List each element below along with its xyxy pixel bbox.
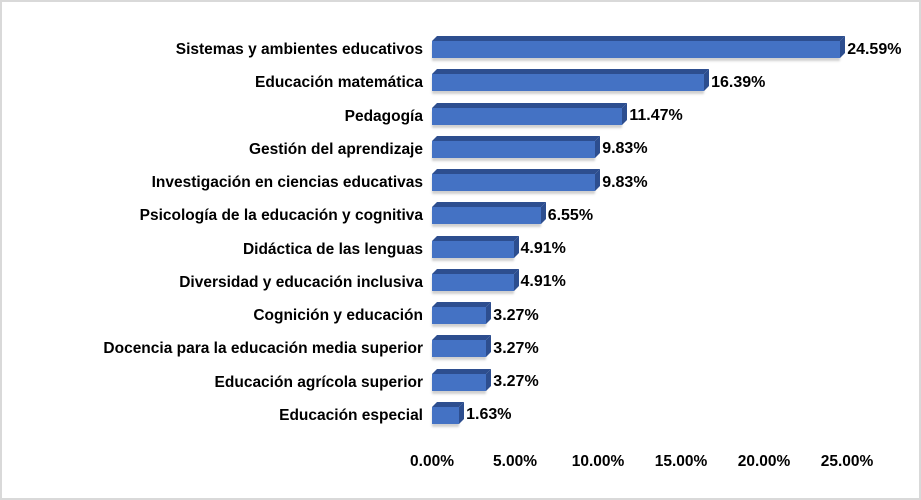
- chart-row: Educación especial 1.63%: [2, 399, 919, 432]
- bar-end-face: [540, 202, 546, 225]
- x-axis-tick: 10.00%: [571, 453, 625, 470]
- bar-end-face: [513, 235, 519, 258]
- chart-row: Diversidad y educación inclusiva 4.91%: [2, 266, 919, 299]
- chart-row: Investigación en ciencias educativas 9.8…: [2, 166, 919, 199]
- x-axis-tick: 5.00%: [493, 453, 537, 470]
- bar-area: 3.27%: [432, 299, 919, 332]
- value-label: 3.27%: [493, 373, 539, 391]
- chart-row: Docencia para la educación media superio…: [2, 332, 919, 365]
- value-label: 24.59%: [847, 40, 902, 58]
- category-label: Educación matemática: [255, 74, 423, 92]
- bar: [432, 169, 601, 192]
- bar-top-face: [432, 335, 492, 341]
- bar: [432, 235, 519, 258]
- bar-top-face: [432, 102, 628, 108]
- x-axis: 0.00% 5.00% 10.00% 15.00% 20.00% 25.00%: [410, 432, 919, 477]
- x-axis-tick: 15.00%: [654, 453, 708, 470]
- category-label: Educación agrícola superior: [214, 373, 423, 391]
- value-label: 9.83%: [602, 140, 648, 158]
- bar-end-face: [622, 102, 628, 125]
- x-axis-tick: 0.00%: [410, 453, 454, 470]
- bar-top-face: [432, 368, 492, 374]
- bar: [432, 268, 519, 291]
- category-label: Didáctica de las lenguas: [242, 240, 423, 258]
- bar: [432, 69, 710, 92]
- plot-area: Sistemas y ambientes educativos 24.59% E…: [2, 33, 919, 432]
- bar-end-face: [513, 268, 519, 291]
- bar-end-face: [840, 36, 846, 59]
- bar-end-face: [459, 401, 465, 424]
- category-label: Pedagogía: [344, 107, 423, 125]
- bar-top-face: [432, 302, 492, 308]
- x-axis-tick: 20.00%: [737, 453, 791, 470]
- category-label: Investigación en ciencias educativas: [151, 174, 423, 192]
- chart-row: Sistemas y ambientes educativos 24.59%: [2, 33, 919, 66]
- chart-row: Psicología de la educación y cognitiva 6…: [2, 199, 919, 232]
- bar: [432, 202, 546, 225]
- value-label: 3.27%: [493, 306, 539, 324]
- category-label: Educación especial: [279, 406, 423, 424]
- value-label: 11.47%: [629, 107, 683, 125]
- bar-top-face: [432, 268, 519, 274]
- bar-end-face: [486, 368, 492, 391]
- category-label: Diversidad y educación inclusiva: [179, 273, 423, 291]
- bar-area: 6.55%: [432, 199, 919, 232]
- bar-top-face: [432, 202, 546, 208]
- chart-row: Pedagogía 11.47%: [2, 100, 919, 133]
- bar-area: 16.39%: [432, 66, 919, 99]
- x-axis-tick: 25.00%: [820, 453, 874, 470]
- bar-top-face: [432, 69, 710, 75]
- bar-area: 9.83%: [432, 133, 919, 166]
- chart-row: Didáctica de las lenguas 4.91%: [2, 233, 919, 266]
- bar: [432, 368, 492, 391]
- value-label: 4.91%: [520, 240, 566, 258]
- category-label: Gestión del aprendizaje: [249, 140, 423, 158]
- bar-area: 3.27%: [432, 332, 919, 365]
- bar-area: 4.91%: [432, 266, 919, 299]
- bar-area: 4.91%: [432, 233, 919, 266]
- chart-row: Gestión del aprendizaje 9.83%: [2, 133, 919, 166]
- bar: [432, 401, 465, 424]
- value-label: 3.27%: [493, 339, 539, 357]
- bar: [432, 102, 628, 125]
- bar-area: 24.59%: [432, 33, 919, 66]
- category-label: Docencia para la educación media superio…: [103, 340, 423, 358]
- bar-end-face: [486, 335, 492, 358]
- value-label: 4.91%: [520, 273, 566, 291]
- value-label: 6.55%: [547, 206, 594, 224]
- bar-top-face: [432, 169, 601, 175]
- chart-row: Educación agrícola superior 3.27%: [2, 366, 919, 399]
- bar: [432, 36, 846, 59]
- bar-top-face: [432, 135, 601, 141]
- bar-area: 11.47%: [432, 100, 919, 133]
- bar-area: 9.83%: [432, 166, 919, 199]
- bar: [432, 135, 601, 158]
- bar-area: 1.63%: [432, 399, 919, 432]
- bar-top-face: [432, 235, 519, 241]
- category-label: Sistemas y ambientes educativos: [175, 41, 423, 59]
- value-label: 16.39%: [711, 73, 766, 91]
- category-label: Psicología de la educación y cognitiva: [139, 207, 423, 225]
- value-label: 1.63%: [466, 406, 512, 424]
- bar-area: 3.27%: [432, 366, 919, 399]
- bar-end-face: [595, 169, 601, 192]
- chart-row: Cognición y educación 3.27%: [2, 299, 919, 332]
- bar: [432, 302, 492, 325]
- bar-end-face: [595, 135, 601, 158]
- bar-end-face: [704, 69, 710, 92]
- bar-top-face: [432, 36, 846, 42]
- value-label: 9.83%: [602, 173, 648, 191]
- category-label: Cognición y educación: [253, 307, 423, 325]
- bar: [432, 335, 492, 358]
- bar-end-face: [486, 302, 492, 325]
- chart-row: Educación matemática 16.39%: [2, 66, 919, 99]
